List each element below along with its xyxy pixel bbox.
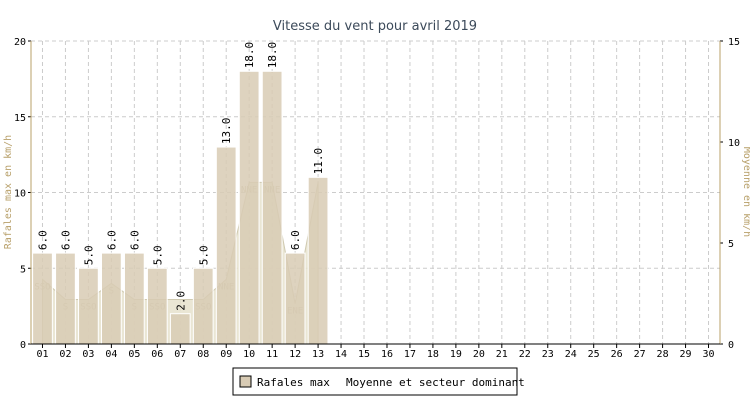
x-tick-label: 16 (381, 349, 393, 360)
gust-bar (32, 252, 53, 345)
x-tick-label: 19 (450, 349, 462, 360)
x-tick-label: 12 (289, 349, 301, 360)
y-axis-right-label: Moyenne en km/h (741, 147, 750, 237)
x-tick-label: 06 (151, 349, 163, 360)
y-right-tick-label: 15 (728, 37, 740, 48)
x-tick-label: 08 (197, 349, 209, 360)
x-tick-label: 29 (680, 349, 692, 360)
x-tick-label: 30 (702, 349, 714, 360)
legend-gust-label: Rafales max (257, 376, 330, 389)
x-tick-label: 04 (105, 349, 117, 360)
gust-bar (192, 267, 214, 345)
x-tick-label: 26 (611, 349, 623, 360)
gust-bar (78, 267, 99, 345)
x-tick-label: 07 (174, 349, 186, 360)
x-tick-label: 24 (565, 349, 577, 360)
y-left-tick-label: 15 (14, 113, 26, 124)
x-tick-label: 03 (82, 349, 94, 360)
x-tick-label: 21 (496, 349, 508, 360)
y-left-tick-label: 5 (20, 264, 26, 275)
gust-value-label: 6.0 (105, 230, 118, 250)
gust-bar (215, 146, 237, 345)
y-left-tick-label: 0 (20, 340, 26, 351)
gust-value-label: 2.0 (174, 291, 187, 311)
x-tick-label: 10 (243, 349, 255, 360)
gust-value-label: 5.0 (151, 245, 164, 265)
chart-title: Vitesse du vent pour avril 2019 (273, 19, 477, 34)
gust-value-label: 6.0 (59, 230, 72, 250)
legend-average-label: Moyenne et secteur dominant (346, 376, 525, 389)
gust-bar (261, 70, 283, 345)
x-tick-label: 09 (220, 349, 232, 360)
x-tick-label: 14 (335, 349, 347, 360)
gust-value-label: 6.0 (36, 230, 49, 250)
legend-gust-swatch (239, 375, 252, 388)
gust-bar (55, 252, 76, 345)
gust-value-label: 6.0 (128, 230, 141, 250)
x-tick-label: 02 (59, 349, 71, 360)
gust-value-label: 13.0 (220, 118, 233, 145)
gust-value-label: 18.0 (266, 42, 279, 69)
gust-bar (101, 252, 122, 345)
x-tick-label: 28 (657, 349, 669, 360)
legend-box (232, 367, 518, 396)
y-left-tick-label: 10 (14, 189, 26, 200)
y-axis-left-label: Rafales max en km/h (3, 135, 14, 249)
y-right-tick-label: 10 (728, 138, 740, 149)
x-tick-label: 23 (542, 349, 554, 360)
x-tick-label: 05 (128, 349, 140, 360)
x-tick-label: 25 (588, 349, 600, 360)
x-tick-label: 17 (404, 349, 416, 360)
legend: Rafales max Moyenne et secteur dominant (232, 367, 525, 396)
x-tick-label: 15 (358, 349, 370, 360)
x-tick-label: 22 (519, 349, 531, 360)
x-tick-label: 18 (427, 349, 439, 360)
gust-value-label: 5.0 (197, 245, 210, 265)
gust-value-label: 18.0 (243, 42, 256, 69)
gust-bar (238, 70, 260, 345)
gust-bar (284, 252, 306, 345)
gust-bar (146, 267, 168, 345)
gust-value-label: 11.0 (312, 148, 325, 175)
y-left-tick-label: 20 (14, 37, 26, 48)
x-tick-label: 01 (36, 349, 48, 360)
x-tick-label: 13 (312, 349, 324, 360)
gust-value-label: 6.0 (289, 230, 302, 250)
y-right-tick-label: 0 (728, 340, 734, 351)
gust-bar (307, 176, 329, 345)
x-tick-label: 20 (473, 349, 485, 360)
gust-value-label: 5.0 (82, 245, 95, 265)
gust-bar (169, 313, 191, 345)
gust-bar (123, 252, 145, 345)
y-right-tick-label: 5 (728, 239, 734, 250)
x-tick-label: 11 (266, 349, 278, 360)
x-tick-label: 27 (634, 349, 646, 360)
